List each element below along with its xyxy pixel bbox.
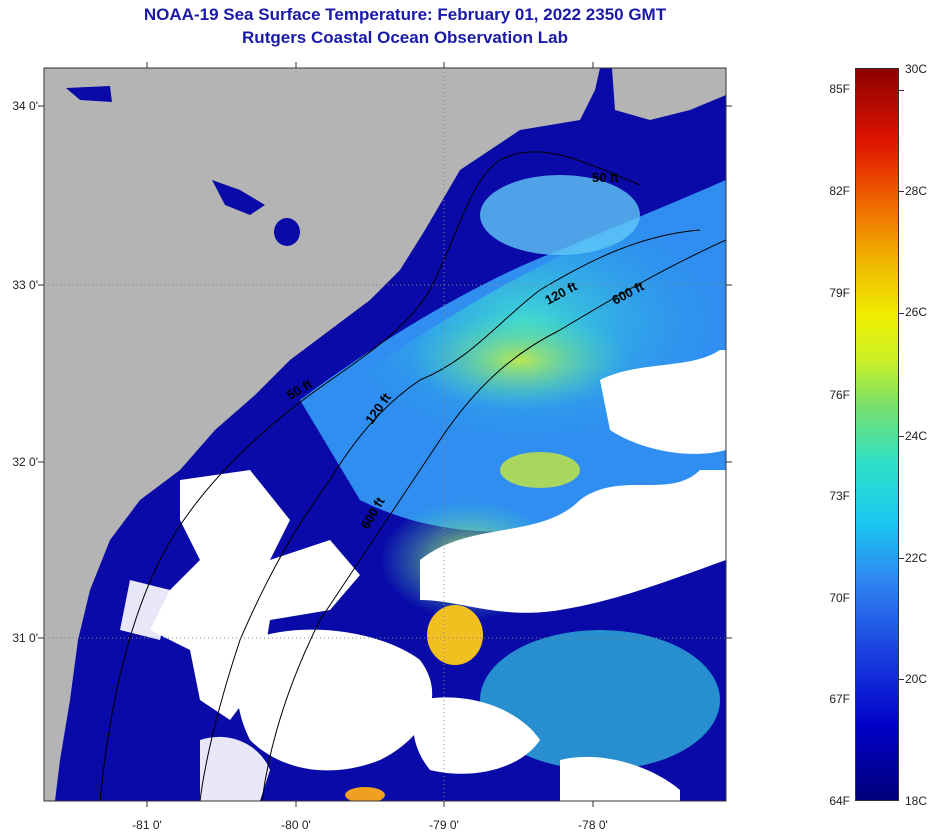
lat-label: 34 0'	[12, 99, 38, 113]
colorbar-label-f: 64F	[829, 794, 850, 808]
colorbar-label-c: 24C	[905, 429, 928, 443]
cloud-mask	[420, 470, 726, 613]
colorbar-tick	[899, 436, 904, 437]
isobath-50ft	[99, 151, 641, 801]
cloud-mask	[236, 629, 433, 771]
warm-patch	[480, 630, 720, 770]
lat-label: 31 0'	[12, 631, 38, 645]
cloud-mask	[200, 736, 270, 801]
land-region	[612, 68, 726, 120]
warmest-patch	[427, 605, 483, 665]
map-title: NOAA-19 Sea Surface Temperature: Februar…	[143, 5, 667, 24]
lon-label: -78 0'	[578, 818, 608, 832]
colorbar-label-f: 73F	[829, 489, 850, 503]
colorbar-label-f: 76F	[829, 388, 850, 402]
colorbar-label-f: 67F	[829, 692, 850, 706]
land-region	[44, 68, 600, 801]
cold-pool	[480, 175, 640, 255]
temperature-colorbar	[855, 68, 899, 801]
contour-label: 50 ft	[592, 170, 619, 185]
colorbar-tick	[899, 313, 904, 314]
colorbar-label-f: 70F	[829, 591, 850, 605]
lon-label: -79 0'	[429, 818, 459, 832]
lat-label: 32 0'	[12, 455, 38, 469]
map-subtitle: Rutgers Coastal Ocean Observation Lab	[242, 28, 568, 47]
warm-patch	[500, 452, 580, 488]
colorbar-tick	[899, 679, 904, 680]
lake	[274, 218, 300, 246]
lake	[66, 86, 112, 102]
warmest-patch	[345, 787, 385, 801]
lake	[212, 180, 265, 215]
warm-patch	[410, 310, 630, 410]
lat-label: 33 0'	[12, 278, 38, 292]
lon-label: -81 0'	[132, 818, 162, 832]
colorbar-label-c: 18C	[905, 794, 928, 808]
colorbar-label-f: 85F	[829, 82, 850, 96]
colorbar-tick	[899, 558, 904, 559]
lon-label: -80 0'	[281, 818, 311, 832]
colorbar-tick	[899, 191, 904, 192]
cloud-mask	[150, 470, 360, 720]
colorbar-label-c: 22C	[905, 551, 928, 565]
colorbar-label-c: 28C	[905, 184, 928, 198]
cloud-mask	[120, 580, 170, 640]
colorbar-label-f: 79F	[829, 286, 850, 300]
colorbar-label-c: 20C	[905, 672, 928, 686]
map-frame	[43, 67, 727, 802]
colorbar-label-f: 82F	[829, 184, 850, 198]
colorbar-label-c: 30C	[905, 62, 928, 76]
graticule	[44, 68, 726, 801]
cloud-mask	[600, 350, 726, 454]
cloud-mask	[560, 756, 680, 801]
cloud-mask	[413, 697, 540, 774]
lon-ticks	[146, 62, 594, 807]
colorbar-tick	[899, 90, 904, 91]
colorbar-label-c: 26C	[905, 305, 928, 319]
isobath-600ft	[261, 239, 726, 801]
lat-ticks	[38, 105, 732, 639]
isobath-120ft	[199, 229, 701, 801]
